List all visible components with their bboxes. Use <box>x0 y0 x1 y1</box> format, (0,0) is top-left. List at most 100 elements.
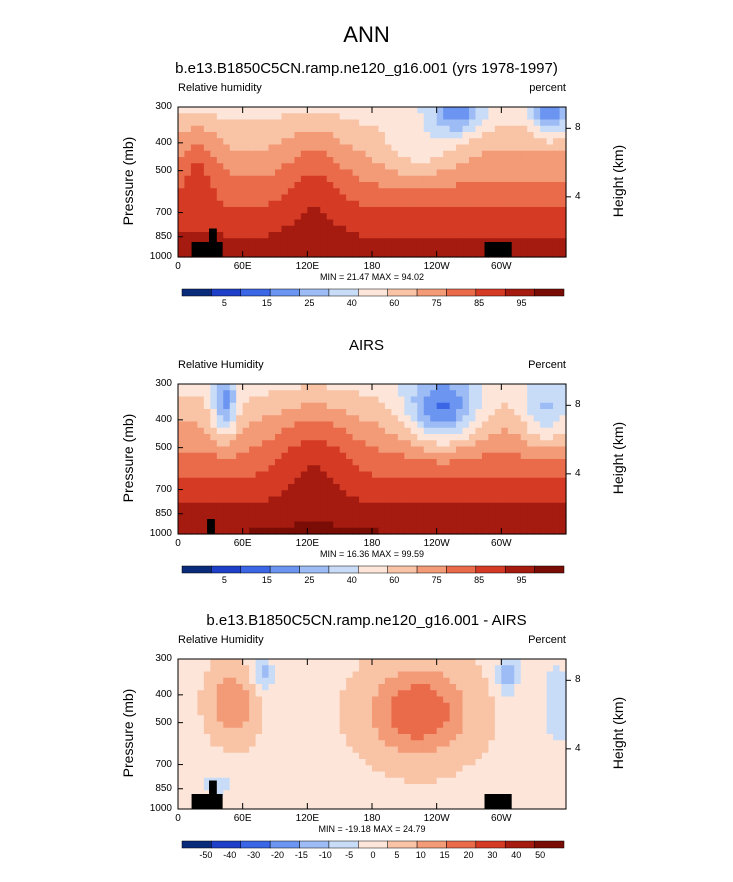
heatmap-cell <box>410 200 418 208</box>
heatmap-cell <box>242 527 250 535</box>
heatmap-cell <box>313 727 321 735</box>
heatmap-cell <box>223 677 231 685</box>
heatmap-cell <box>236 446 244 454</box>
heatmap-cell <box>210 477 218 485</box>
heatmap-cell <box>197 702 205 710</box>
topography-mask <box>209 780 217 809</box>
heatmap-cell <box>178 200 186 208</box>
heatmap-cell <box>501 175 509 183</box>
heatmap-cell <box>423 138 431 146</box>
heatmap-cell <box>275 384 283 391</box>
heatmap-cell <box>287 777 295 785</box>
heatmap-cell <box>326 677 334 685</box>
heatmap-cell <box>481 690 489 698</box>
heatmap-cell <box>190 138 198 146</box>
heatmap-cell <box>313 746 321 754</box>
heatmap-cell <box>443 402 451 410</box>
heatmap-cell <box>281 484 289 491</box>
topography-mask <box>191 794 223 809</box>
heatmap-cell <box>307 434 315 441</box>
heatmap-cell <box>307 132 315 139</box>
heatmap-cell <box>449 459 457 466</box>
heatmap-cell <box>184 244 192 252</box>
heatmap-cell <box>236 684 244 691</box>
heatmap-cell <box>384 484 392 491</box>
heatmap-cell <box>365 194 373 202</box>
heatmap-cell <box>262 740 270 748</box>
heatmap-cell <box>307 238 315 246</box>
heatmap-cell <box>346 759 354 766</box>
heatmap-cell <box>391 244 399 252</box>
heatmap-cell <box>378 213 386 221</box>
heatmap-cell <box>287 496 295 504</box>
heatmap-cell <box>391 390 399 398</box>
heatmap-cell <box>449 690 457 698</box>
heatmap-cell <box>197 690 205 698</box>
heatmap-cell <box>268 659 276 666</box>
heatmap-cell <box>533 715 541 723</box>
heatmap-cell <box>216 175 224 183</box>
heatmap-cell <box>507 502 515 510</box>
heatmap-cell <box>430 659 438 666</box>
colorbar-label: 5 <box>221 298 227 308</box>
heatmap-cell <box>436 759 444 766</box>
heatmap-cell <box>223 771 231 779</box>
heatmap-cell <box>481 225 489 233</box>
heatmap-cell <box>488 721 496 729</box>
heatmap-cell <box>242 434 250 441</box>
heatmap-cell <box>527 484 535 491</box>
heatmap-cell <box>494 677 502 685</box>
heatmap-cell <box>359 759 367 766</box>
heatmap-cell <box>533 452 541 460</box>
heatmap-cell <box>430 759 438 766</box>
heatmap-cell <box>229 219 237 227</box>
heatmap-cell <box>378 157 386 164</box>
heatmap-cell <box>275 777 283 785</box>
heatmap-cell <box>210 182 218 189</box>
heatmap-cell <box>184 200 192 208</box>
heatmap-cell <box>436 446 444 454</box>
heatmap-cell <box>197 182 205 189</box>
heatmap-cell <box>339 194 347 202</box>
heatmap-cell <box>553 434 561 441</box>
heatmap-cell <box>384 759 392 766</box>
heatmap-cell <box>210 138 218 146</box>
heatmap-cell <box>384 490 392 498</box>
heatmap-cell <box>423 163 431 171</box>
heatmap-cell <box>300 175 308 183</box>
heatmap-cell <box>417 138 425 146</box>
heatmap-cell <box>346 182 354 189</box>
heatmap-cell <box>333 119 341 127</box>
heatmap-cell <box>436 402 444 410</box>
heatmap-cell <box>242 709 250 716</box>
heatmap-cell <box>294 238 302 246</box>
heatmap-cell <box>501 132 509 139</box>
heatmap-cell <box>559 169 567 177</box>
heatmap-cell <box>494 484 502 491</box>
heatmap-cell <box>223 250 231 258</box>
heatmap-cell <box>223 727 231 735</box>
heatmap-cell <box>262 496 270 504</box>
heatmap-cell <box>313 390 321 398</box>
heatmap-cell <box>333 709 341 716</box>
heatmap-cell <box>359 250 367 258</box>
heatmap-cell <box>527 802 535 810</box>
heatmap-cell <box>546 490 554 498</box>
heatmap-cell <box>333 477 341 485</box>
heatmap-cell <box>533 384 541 391</box>
heatmap-cell <box>553 150 561 158</box>
heatmap-cell <box>203 677 211 685</box>
heatmap-cell <box>378 396 386 404</box>
heatmap-cell <box>320 715 328 723</box>
heatmap-cell <box>346 671 354 679</box>
heatmap-cell <box>449 440 457 448</box>
heatmap-cell <box>190 715 198 723</box>
heatmap-cell <box>397 796 405 804</box>
heatmap-cell <box>262 402 270 410</box>
heatmap-cell <box>333 427 341 435</box>
heatmap-cell <box>462 702 470 710</box>
heatmap-cell <box>507 225 515 233</box>
heatmap-cell <box>197 740 205 748</box>
heatmap-cell <box>449 434 457 441</box>
heatmap-cell <box>397 390 405 398</box>
